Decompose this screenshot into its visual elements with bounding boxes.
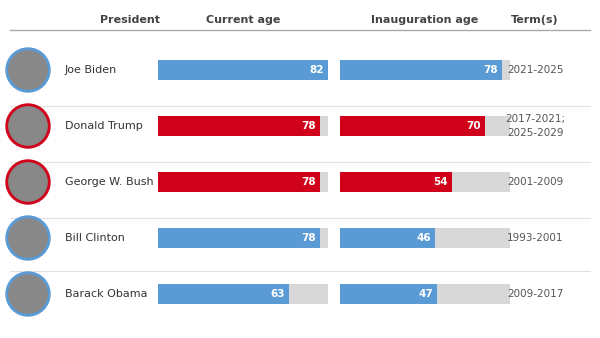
Text: 2009-2017: 2009-2017 xyxy=(507,289,563,299)
Text: 78: 78 xyxy=(301,177,316,187)
Text: 2021-2025: 2021-2025 xyxy=(507,65,563,75)
Text: Donald Trump: Donald Trump xyxy=(65,121,143,131)
Circle shape xyxy=(9,163,47,201)
FancyBboxPatch shape xyxy=(340,284,437,304)
Circle shape xyxy=(6,216,50,260)
Text: Term(s): Term(s) xyxy=(511,15,559,25)
Circle shape xyxy=(6,272,50,316)
FancyBboxPatch shape xyxy=(340,116,485,136)
Circle shape xyxy=(6,104,50,148)
FancyBboxPatch shape xyxy=(452,172,510,192)
Text: 78: 78 xyxy=(301,121,316,131)
Circle shape xyxy=(6,48,50,92)
FancyBboxPatch shape xyxy=(158,228,320,248)
FancyBboxPatch shape xyxy=(158,284,289,304)
Text: Inauguration age: Inauguration age xyxy=(371,15,479,25)
Circle shape xyxy=(9,275,47,313)
Text: Barack Obama: Barack Obama xyxy=(65,289,148,299)
Circle shape xyxy=(9,51,47,89)
Circle shape xyxy=(9,107,47,145)
FancyBboxPatch shape xyxy=(158,172,320,192)
Text: Bill Clinton: Bill Clinton xyxy=(65,233,125,243)
Text: President: President xyxy=(100,15,160,25)
Text: 70: 70 xyxy=(466,121,481,131)
Text: 1993-2001: 1993-2001 xyxy=(507,233,563,243)
Text: 2001-2009: 2001-2009 xyxy=(507,177,563,187)
FancyBboxPatch shape xyxy=(289,284,328,304)
FancyBboxPatch shape xyxy=(340,172,452,192)
Text: 47: 47 xyxy=(419,289,433,299)
FancyBboxPatch shape xyxy=(436,228,510,248)
Text: 54: 54 xyxy=(433,177,448,187)
FancyBboxPatch shape xyxy=(485,116,510,136)
Text: 78: 78 xyxy=(301,233,316,243)
FancyBboxPatch shape xyxy=(340,228,436,248)
FancyBboxPatch shape xyxy=(158,116,320,136)
Text: 63: 63 xyxy=(270,289,284,299)
Text: 2017-2021;
2025-2029: 2017-2021; 2025-2029 xyxy=(505,114,565,138)
FancyBboxPatch shape xyxy=(502,60,510,80)
Text: 82: 82 xyxy=(310,65,324,75)
FancyBboxPatch shape xyxy=(320,116,328,136)
FancyBboxPatch shape xyxy=(437,284,510,304)
Text: Current age: Current age xyxy=(206,15,280,25)
Text: 46: 46 xyxy=(417,233,431,243)
FancyBboxPatch shape xyxy=(158,60,328,80)
FancyBboxPatch shape xyxy=(320,172,328,192)
Circle shape xyxy=(9,219,47,257)
Text: 78: 78 xyxy=(483,65,498,75)
Text: Joe Biden: Joe Biden xyxy=(65,65,117,75)
FancyBboxPatch shape xyxy=(320,228,328,248)
FancyBboxPatch shape xyxy=(340,60,502,80)
Text: George W. Bush: George W. Bush xyxy=(65,177,154,187)
Circle shape xyxy=(6,160,50,204)
